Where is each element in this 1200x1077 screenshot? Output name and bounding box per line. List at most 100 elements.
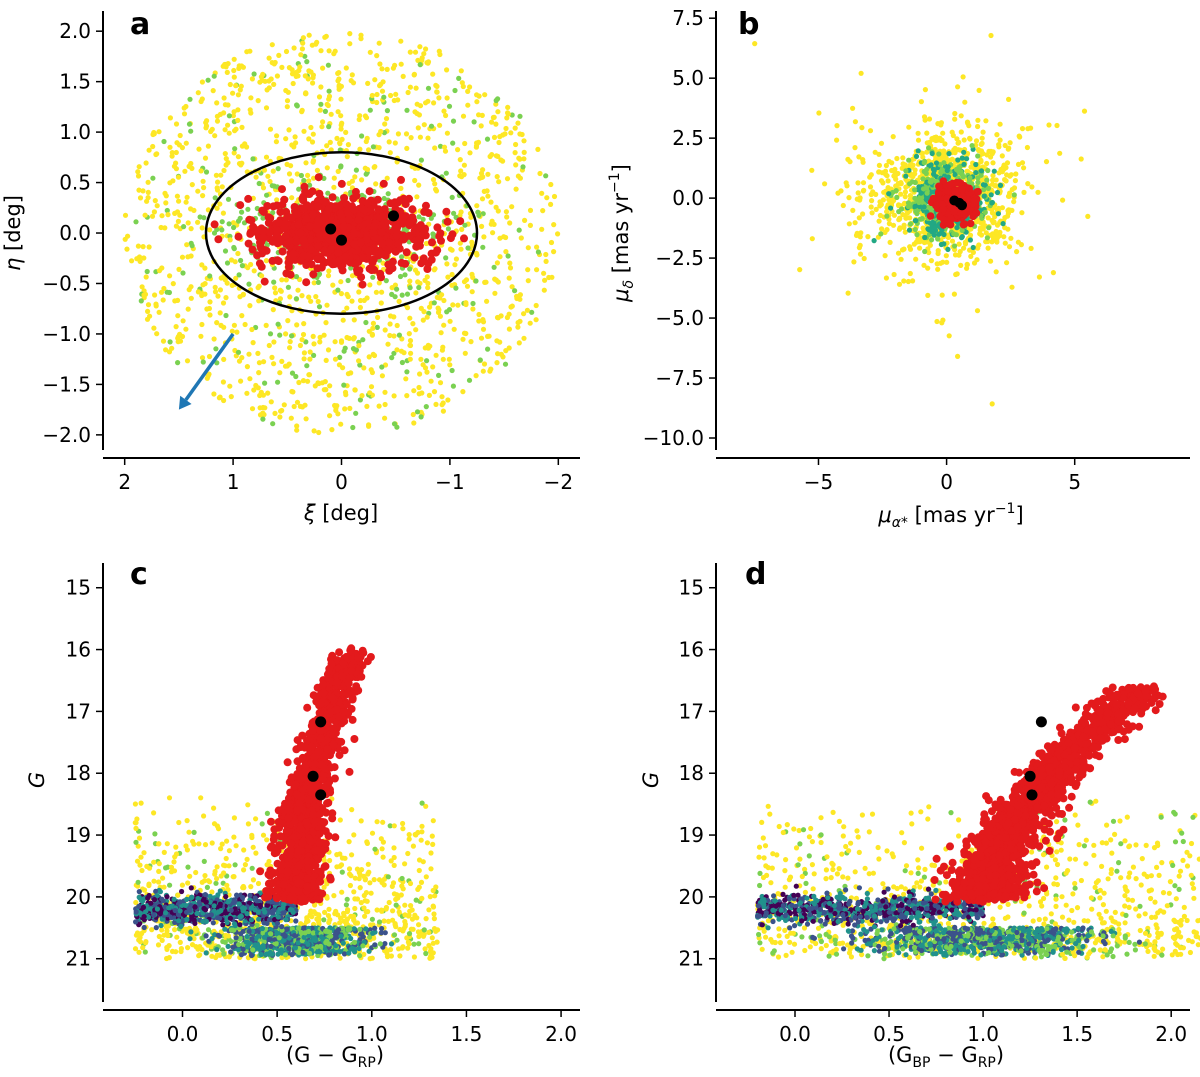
field-star [349,299,354,304]
field-star [301,129,306,134]
field-star [225,70,230,75]
field-star [304,59,309,64]
field-star [266,78,271,83]
field-star [301,178,306,183]
mid-star [316,280,321,285]
field-star [1003,241,1008,246]
field-star [428,894,433,899]
mid-star [914,154,919,159]
field-star [275,380,280,385]
member-star [944,187,952,195]
field-star [447,307,452,312]
field-star [1008,236,1013,241]
field-star [394,347,399,352]
field-star [470,289,475,294]
field-star [421,362,426,367]
field-star [846,291,851,296]
mid-star [386,191,391,196]
field-star [474,203,479,208]
member-star [392,248,400,256]
field-star [188,161,193,166]
field-star [408,50,413,55]
mid-star [930,151,935,156]
field-star [231,220,236,225]
field-star [403,376,408,381]
field-star [853,119,858,124]
field-star [181,318,186,323]
mid-star [961,174,966,179]
field-star [372,165,377,170]
field-star [470,301,475,306]
field-star [419,414,424,419]
field-star [174,121,179,126]
field-star [174,166,179,171]
field-star [986,215,991,220]
y-tick-label: 0.0 [672,186,704,210]
field-star [974,138,979,143]
field-star [347,31,352,36]
field-star [400,360,405,365]
field-star [167,290,172,295]
field-star [998,138,1003,143]
mid-star [190,243,195,248]
field-star [856,190,861,195]
mid-star [958,169,963,174]
field-star [244,391,249,396]
field-star [238,87,243,92]
x-tick-label: 2 [118,470,131,494]
x-tick-label: 0 [335,470,348,494]
field-star [953,146,958,151]
mid-star [416,285,421,290]
field-star [230,91,235,96]
field-star [221,300,226,305]
field-star [294,322,299,327]
mid-star [257,181,262,186]
field-star [275,73,280,78]
field-star [916,131,921,136]
field-star [370,326,375,331]
y-tick-label: −2.0 [42,423,91,447]
mid-star [393,294,398,299]
field-star [447,104,452,109]
member-star [460,234,468,242]
field-star [891,134,896,139]
field-star [239,125,244,130]
field-star [429,124,434,129]
field-star [424,404,429,409]
field-star [445,95,450,100]
field-star [176,199,181,204]
field-star [415,102,420,107]
mid-star [985,235,990,240]
field-star [229,394,234,399]
field-star [262,381,267,386]
field-star [232,57,237,62]
field-star [869,192,874,197]
field-star [879,178,884,183]
field-star [269,355,274,360]
field-star [228,82,233,87]
field-star [1028,126,1033,131]
field-star [250,76,255,81]
field-star [899,257,904,262]
field-star [385,67,390,72]
field-star [351,346,356,351]
field-star [424,60,429,65]
field-star [243,322,248,327]
field-star [357,147,362,152]
field-star [444,67,449,72]
field-star [265,87,270,92]
field-star [497,340,502,345]
field-star [289,333,294,338]
field-star [287,294,292,299]
field-star [539,191,544,196]
mid-star [996,211,1001,216]
field-star [877,199,882,204]
field-star [144,160,149,165]
member-star [352,192,360,200]
member-star [294,221,302,229]
field-star [522,218,527,223]
field-star [994,229,999,234]
mid-star [371,144,376,149]
field-star [304,416,309,421]
field-star [1014,249,1019,254]
